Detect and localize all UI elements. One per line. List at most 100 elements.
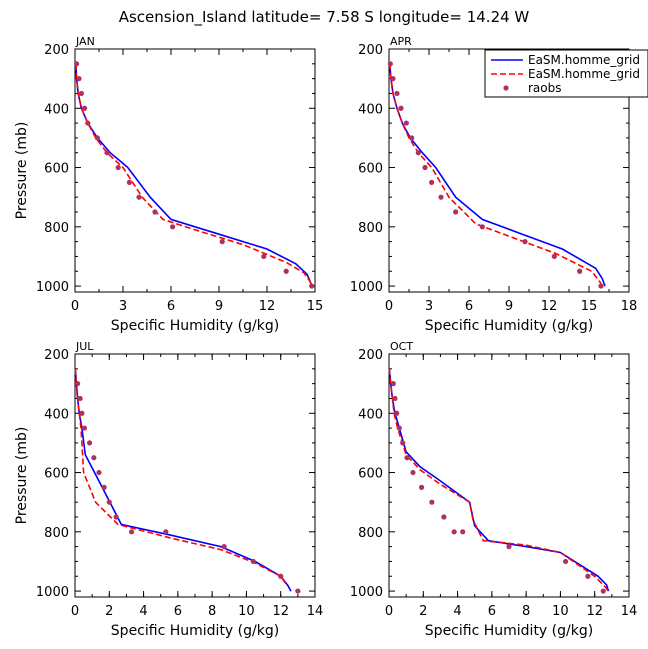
y-tick-label: 1000 [350, 585, 383, 600]
raobs-point [600, 588, 606, 594]
y-tick-label: 1000 [36, 585, 69, 600]
y-tick-label: 600 [44, 467, 69, 482]
raobs-point [77, 395, 83, 402]
raobs-point [221, 544, 227, 550]
raobs-point [460, 529, 466, 535]
raobs-point [394, 410, 400, 416]
x-tick-label: 8 [208, 604, 216, 619]
x-tick-label: 18 [621, 299, 638, 314]
plot-frame [74, 353, 316, 598]
raobs-point [74, 61, 80, 67]
x-tick-label: 3 [425, 299, 433, 314]
raobs-point [562, 558, 569, 565]
y-tick-label: 200 [44, 348, 69, 363]
blue-solid-series-line [74, 368, 292, 592]
y-tick-label: 800 [358, 526, 383, 541]
raobs-point [104, 150, 110, 156]
raobs-point [585, 573, 591, 579]
y-tick-label: 600 [358, 467, 383, 482]
x-tick-label: 3 [119, 299, 127, 314]
panel-label: JUL [75, 340, 94, 353]
y-tick-label: 800 [358, 221, 383, 236]
y-tick-label: 200 [358, 348, 383, 363]
y-tick-label: 600 [358, 162, 383, 177]
raobs-point [250, 558, 256, 565]
y-axis-label: Pressure (mb) [14, 122, 30, 220]
x-tick-label: 4 [139, 604, 147, 619]
x-tick-label: 12 [259, 299, 276, 314]
raobs-point [136, 194, 142, 200]
x-tick-label: 0 [385, 299, 393, 314]
raobs-point [128, 529, 135, 535]
x-tick-label: 0 [71, 604, 79, 619]
y-tick-label: 200 [44, 43, 69, 58]
y-tick-label: 600 [44, 162, 69, 177]
x-tick-label: 6 [167, 299, 175, 314]
y-axis-label: Pressure (mb) [14, 427, 30, 525]
blue-solid-series-line [388, 63, 606, 287]
panel-label: JAN [75, 35, 95, 48]
raobs-point [453, 209, 459, 215]
panel-label: OCT [390, 340, 413, 353]
x-tick-label: 6 [174, 604, 182, 619]
x-tick-label: 0 [71, 299, 79, 314]
raobs-point [85, 120, 91, 126]
figure-title: Ascension_Island latitude= 7.58 S longit… [119, 8, 530, 27]
raobs-point [394, 90, 400, 97]
x-tick-label: 10 [552, 604, 569, 619]
y-tick-label: 200 [358, 43, 383, 58]
raobs-point [96, 469, 102, 476]
red-dashed-series-line [388, 63, 603, 287]
legend-label: EaSM.homme_grid [528, 67, 640, 81]
raobs-point [522, 239, 528, 245]
raobs-point [577, 268, 583, 274]
raobs-point [278, 573, 284, 579]
red-dashed-series-line [388, 368, 610, 592]
x-tick-label: 12 [541, 299, 558, 314]
x-tick-label: 14 [307, 604, 324, 619]
raobs-point [390, 76, 396, 82]
raobs-point [438, 194, 444, 200]
raobs-point [74, 381, 81, 387]
red-dashed-series-line [75, 63, 313, 287]
x-tick-label: 14 [621, 604, 638, 619]
blue-solid-series-line [75, 63, 313, 287]
raobs-point [76, 76, 82, 82]
x-axis-label: Specific Humidity (g/kg) [425, 318, 593, 334]
x-tick-label: 0 [385, 604, 393, 619]
raobs-point [91, 455, 97, 461]
raobs-point [115, 164, 121, 171]
raobs-point [86, 440, 93, 446]
raobs-point [81, 425, 88, 431]
raobs-point [403, 120, 409, 126]
red-dashed-series-line [74, 368, 287, 585]
y-tick-label: 400 [358, 407, 383, 422]
raobs-point [113, 514, 119, 520]
raobs-point [283, 268, 289, 274]
x-tick-label: 2 [105, 604, 113, 619]
raobs-point [396, 425, 402, 431]
raobs-point [551, 253, 557, 260]
legend-label: EaSM.homme_grid [528, 53, 640, 67]
x-tick-label: 12 [586, 604, 603, 619]
x-tick-label: 12 [272, 604, 289, 619]
plot-frame [388, 353, 630, 598]
blue-solid-series-line [388, 368, 610, 592]
raobs-point [451, 529, 457, 535]
raobs-point [387, 61, 393, 67]
panel-label: APR [390, 35, 412, 48]
x-tick-label: 10 [238, 604, 255, 619]
y-tick-label: 400 [44, 407, 69, 422]
x-tick-label: 2 [419, 604, 427, 619]
x-tick-label: 4 [453, 604, 461, 619]
raobs-point [415, 150, 421, 156]
raobs-point [163, 529, 169, 535]
raobs-point [409, 135, 415, 141]
raobs-point [106, 499, 112, 505]
y-tick-label: 1000 [350, 280, 383, 295]
